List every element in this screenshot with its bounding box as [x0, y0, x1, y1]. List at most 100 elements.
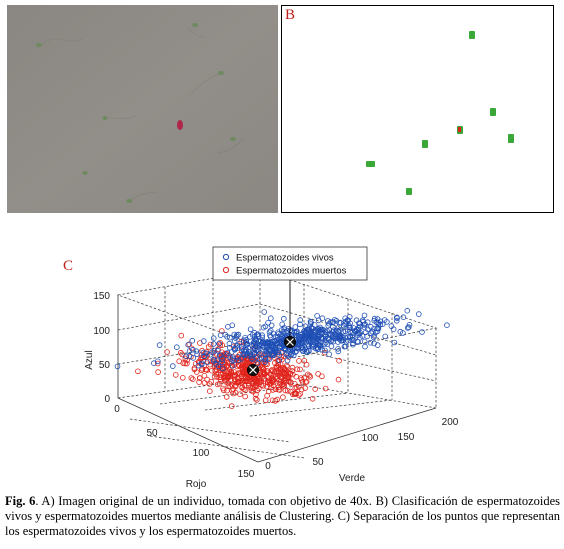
live-point: [314, 338, 321, 344]
live-point: [258, 354, 265, 361]
live-point: [362, 343, 368, 350]
live-point: [211, 348, 218, 354]
live-point: [264, 344, 270, 351]
dead-point: [260, 376, 267, 382]
microscope-image-drawing: [7, 5, 278, 213]
y-tick-label: 0: [265, 461, 271, 472]
live-point: [200, 349, 207, 356]
live-point: [342, 343, 349, 350]
live-point: [345, 317, 351, 324]
legend-marker-live: [222, 253, 230, 261]
y-tick-label: 100: [362, 433, 379, 444]
live-point: [320, 335, 326, 342]
live-point: [268, 322, 275, 329]
dead-point: [269, 387, 276, 393]
live-point: [404, 307, 411, 314]
live-point: [364, 326, 371, 332]
live-point: [323, 339, 329, 346]
dead-point: [209, 367, 215, 374]
dead-point: [296, 358, 302, 364]
live-point: [306, 326, 313, 332]
dead-point: [227, 383, 233, 390]
live-point: [271, 349, 278, 355]
live-point: [278, 340, 285, 347]
live-point: [307, 321, 314, 327]
live-point: [415, 311, 422, 317]
live-point: [331, 335, 338, 342]
dead-point: [197, 375, 203, 381]
live-point: [214, 357, 220, 364]
live-point: [404, 325, 411, 331]
y-tick-label: 150: [398, 432, 415, 443]
live-point: [243, 337, 249, 343]
dead-point: [283, 367, 290, 374]
dead-point: [225, 383, 232, 389]
dead-point: [277, 361, 284, 367]
live-point: [388, 323, 395, 329]
dead-point: [219, 342, 226, 348]
live-point: [231, 357, 238, 364]
live-point: [444, 322, 450, 328]
live-point: [170, 363, 176, 369]
dead-point: [254, 387, 261, 394]
live-point: [231, 331, 238, 338]
x-tick-label: 0: [114, 404, 120, 415]
live-point: [297, 317, 304, 323]
dead-point: [196, 379, 202, 385]
live-point: [319, 330, 326, 336]
dead-point: [207, 388, 213, 395]
live-point: [227, 334, 233, 341]
live-point: [372, 329, 379, 336]
dead-point: [237, 391, 243, 398]
live-point: [302, 335, 309, 341]
dead-point: [294, 366, 301, 372]
live-point: [349, 341, 356, 348]
live-point: [321, 341, 328, 347]
live-point: [259, 339, 266, 345]
dead-point: [304, 371, 311, 378]
live-point: [270, 352, 277, 359]
caption-prefix: Fig. 6: [5, 494, 36, 508]
dead-point: [296, 384, 302, 390]
live-point: [262, 356, 269, 362]
dead-point: [220, 353, 227, 359]
dead-point: [198, 367, 205, 374]
live-point: [210, 335, 217, 341]
live-point: [210, 341, 217, 347]
live-point: [335, 348, 342, 355]
live-point: [226, 340, 233, 347]
dead-point: [250, 384, 257, 391]
live-point: [267, 315, 274, 321]
live-point: [337, 334, 343, 340]
live-point: [229, 357, 235, 363]
live-point: [319, 326, 326, 333]
live-point: [190, 346, 196, 353]
dead-point: [213, 366, 220, 373]
dead-point: [257, 371, 264, 378]
live-point: [377, 318, 384, 325]
x-tick-label: 50: [146, 428, 158, 439]
dead-point: [280, 369, 286, 375]
dead-point: [253, 397, 260, 403]
x-tick-label: 100: [193, 448, 210, 459]
dead-point: [236, 370, 242, 376]
dead-point: [264, 392, 270, 399]
live-cell: [422, 140, 428, 148]
live-point: [228, 349, 235, 355]
legend: Espermatozoides vivos Espermatozoides mu…: [212, 246, 368, 281]
live-point: [198, 360, 205, 367]
live-point: [314, 313, 320, 319]
live-point: [275, 329, 282, 336]
dead-point: [306, 372, 313, 379]
live-point: [317, 343, 324, 350]
dead-point: [188, 375, 195, 381]
dead-point: [277, 381, 283, 387]
dead-point: [335, 376, 342, 383]
live-point: [330, 324, 336, 330]
live-point: [281, 329, 287, 335]
dead-point: [241, 368, 247, 375]
live-cell: [490, 108, 496, 116]
dead-point: [292, 390, 299, 397]
live-point: [307, 318, 314, 325]
x-axis-title: Rojo: [186, 479, 207, 490]
